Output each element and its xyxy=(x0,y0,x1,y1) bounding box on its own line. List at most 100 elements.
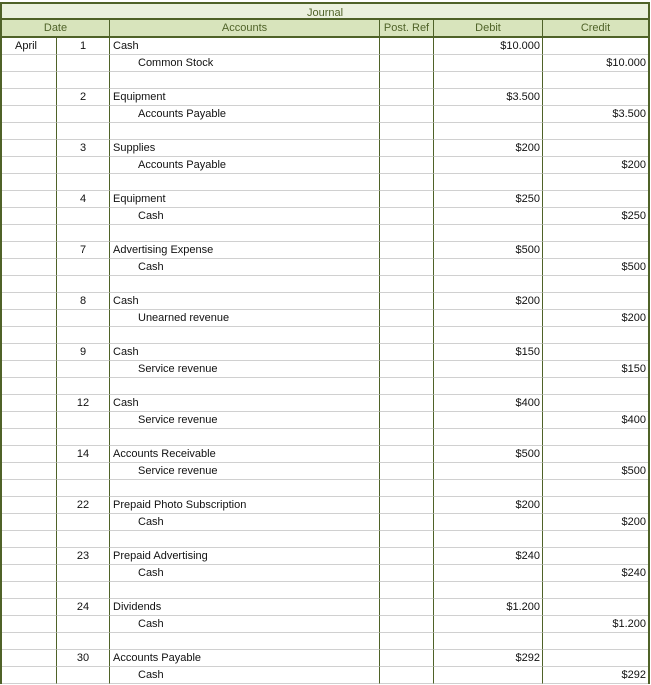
header-post-ref[interactable]: Post. Ref xyxy=(380,20,434,36)
empty-cell[interactable] xyxy=(543,378,648,395)
day-cell[interactable] xyxy=(57,667,110,684)
credit-amount-cell[interactable] xyxy=(543,38,648,55)
empty-cell[interactable] xyxy=(2,174,57,191)
debit-account-cell[interactable]: Prepaid Advertising xyxy=(110,548,380,565)
empty-cell[interactable] xyxy=(2,429,57,446)
debit-amount-cell[interactable] xyxy=(434,55,543,72)
debit-amount-cell[interactable]: $1.200 xyxy=(434,599,543,616)
credit-amount-cell[interactable]: $250 xyxy=(543,208,648,225)
credit-amount-cell[interactable]: $240 xyxy=(543,565,648,582)
credit-amount-cell[interactable] xyxy=(543,446,648,463)
credit-account-cell[interactable]: Service revenue xyxy=(110,463,380,480)
month-cell[interactable] xyxy=(2,446,57,463)
empty-cell[interactable] xyxy=(110,531,380,548)
empty-cell[interactable] xyxy=(2,225,57,242)
month-cell[interactable] xyxy=(2,293,57,310)
empty-cell[interactable] xyxy=(434,378,543,395)
post-ref-cell[interactable] xyxy=(380,650,434,667)
month-cell[interactable] xyxy=(2,650,57,667)
empty-cell[interactable] xyxy=(380,72,434,89)
post-ref-cell[interactable] xyxy=(380,446,434,463)
debit-amount-cell[interactable]: $500 xyxy=(434,446,543,463)
month-cell[interactable] xyxy=(2,89,57,106)
debit-amount-cell[interactable]: $240 xyxy=(434,548,543,565)
post-ref-cell[interactable] xyxy=(380,259,434,276)
empty-cell[interactable] xyxy=(57,429,110,446)
empty-cell[interactable] xyxy=(110,174,380,191)
credit-amount-cell[interactable] xyxy=(543,191,648,208)
empty-cell[interactable] xyxy=(543,633,648,650)
post-ref-cell[interactable] xyxy=(380,242,434,259)
credit-account-cell[interactable]: Unearned revenue xyxy=(110,310,380,327)
debit-account-cell[interactable]: Equipment xyxy=(110,191,380,208)
empty-cell[interactable] xyxy=(434,480,543,497)
credit-amount-cell[interactable]: $3.500 xyxy=(543,106,648,123)
credit-amount-cell[interactable] xyxy=(543,599,648,616)
post-ref-cell[interactable] xyxy=(380,140,434,157)
empty-cell[interactable] xyxy=(2,480,57,497)
month-cell[interactable] xyxy=(2,497,57,514)
debit-amount-cell[interactable]: $200 xyxy=(434,293,543,310)
empty-cell[interactable] xyxy=(110,225,380,242)
day-cell[interactable] xyxy=(57,565,110,582)
header-credit[interactable]: Credit xyxy=(580,22,611,34)
header-accounts[interactable]: Accounts xyxy=(110,20,380,36)
empty-cell[interactable] xyxy=(110,327,380,344)
month-cell[interactable] xyxy=(2,106,57,123)
credit-account-cell[interactable]: Cash xyxy=(110,667,380,684)
month-cell[interactable] xyxy=(2,344,57,361)
empty-cell[interactable] xyxy=(110,480,380,497)
empty-cell[interactable] xyxy=(380,225,434,242)
debit-amount-cell[interactable] xyxy=(434,259,543,276)
credit-amount-cell[interactable] xyxy=(543,89,648,106)
month-cell[interactable] xyxy=(2,259,57,276)
debit-amount-cell[interactable] xyxy=(434,361,543,378)
credit-amount-cell[interactable]: $500 xyxy=(543,463,648,480)
empty-cell[interactable] xyxy=(57,378,110,395)
month-cell[interactable]: April xyxy=(2,38,57,55)
credit-amount-cell[interactable]: $292 xyxy=(543,667,648,684)
empty-cell[interactable] xyxy=(434,276,543,293)
debit-amount-cell[interactable]: $500 xyxy=(434,242,543,259)
empty-cell[interactable] xyxy=(380,378,434,395)
credit-account-cell[interactable]: Accounts Payable xyxy=(110,106,380,123)
empty-cell[interactable] xyxy=(543,327,648,344)
empty-cell[interactable] xyxy=(57,531,110,548)
empty-cell[interactable] xyxy=(380,480,434,497)
debit-amount-cell[interactable]: $200 xyxy=(434,497,543,514)
header-debit[interactable]: Debit xyxy=(434,20,543,36)
empty-cell[interactable] xyxy=(57,225,110,242)
empty-cell[interactable] xyxy=(2,531,57,548)
post-ref-cell[interactable] xyxy=(380,616,434,633)
post-ref-cell[interactable] xyxy=(380,514,434,531)
month-cell[interactable] xyxy=(2,565,57,582)
empty-cell[interactable] xyxy=(110,633,380,650)
empty-cell[interactable] xyxy=(380,327,434,344)
debit-account-cell[interactable]: Cash xyxy=(110,38,380,55)
empty-cell[interactable] xyxy=(57,72,110,89)
month-cell[interactable] xyxy=(2,361,57,378)
month-cell[interactable] xyxy=(2,242,57,259)
credit-amount-cell[interactable] xyxy=(543,140,648,157)
credit-amount-cell[interactable] xyxy=(543,548,648,565)
month-cell[interactable] xyxy=(2,157,57,174)
post-ref-cell[interactable] xyxy=(380,106,434,123)
debit-amount-cell[interactable] xyxy=(434,463,543,480)
month-cell[interactable] xyxy=(2,548,57,565)
day-cell[interactable]: 3 xyxy=(57,140,110,157)
empty-cell[interactable] xyxy=(543,174,648,191)
day-cell[interactable] xyxy=(57,259,110,276)
empty-cell[interactable] xyxy=(543,276,648,293)
day-cell[interactable]: 7 xyxy=(57,242,110,259)
day-cell[interactable]: 24 xyxy=(57,599,110,616)
debit-account-cell[interactable]: Advertising Expense xyxy=(110,242,380,259)
day-cell[interactable] xyxy=(57,361,110,378)
day-cell[interactable]: 14 xyxy=(57,446,110,463)
day-cell[interactable] xyxy=(57,514,110,531)
post-ref-cell[interactable] xyxy=(380,548,434,565)
credit-amount-cell[interactable]: $10.000 xyxy=(543,55,648,72)
credit-amount-cell[interactable] xyxy=(543,344,648,361)
post-ref-cell[interactable] xyxy=(380,293,434,310)
post-ref-cell[interactable] xyxy=(380,412,434,429)
debit-account-cell[interactable]: Accounts Payable xyxy=(110,650,380,667)
